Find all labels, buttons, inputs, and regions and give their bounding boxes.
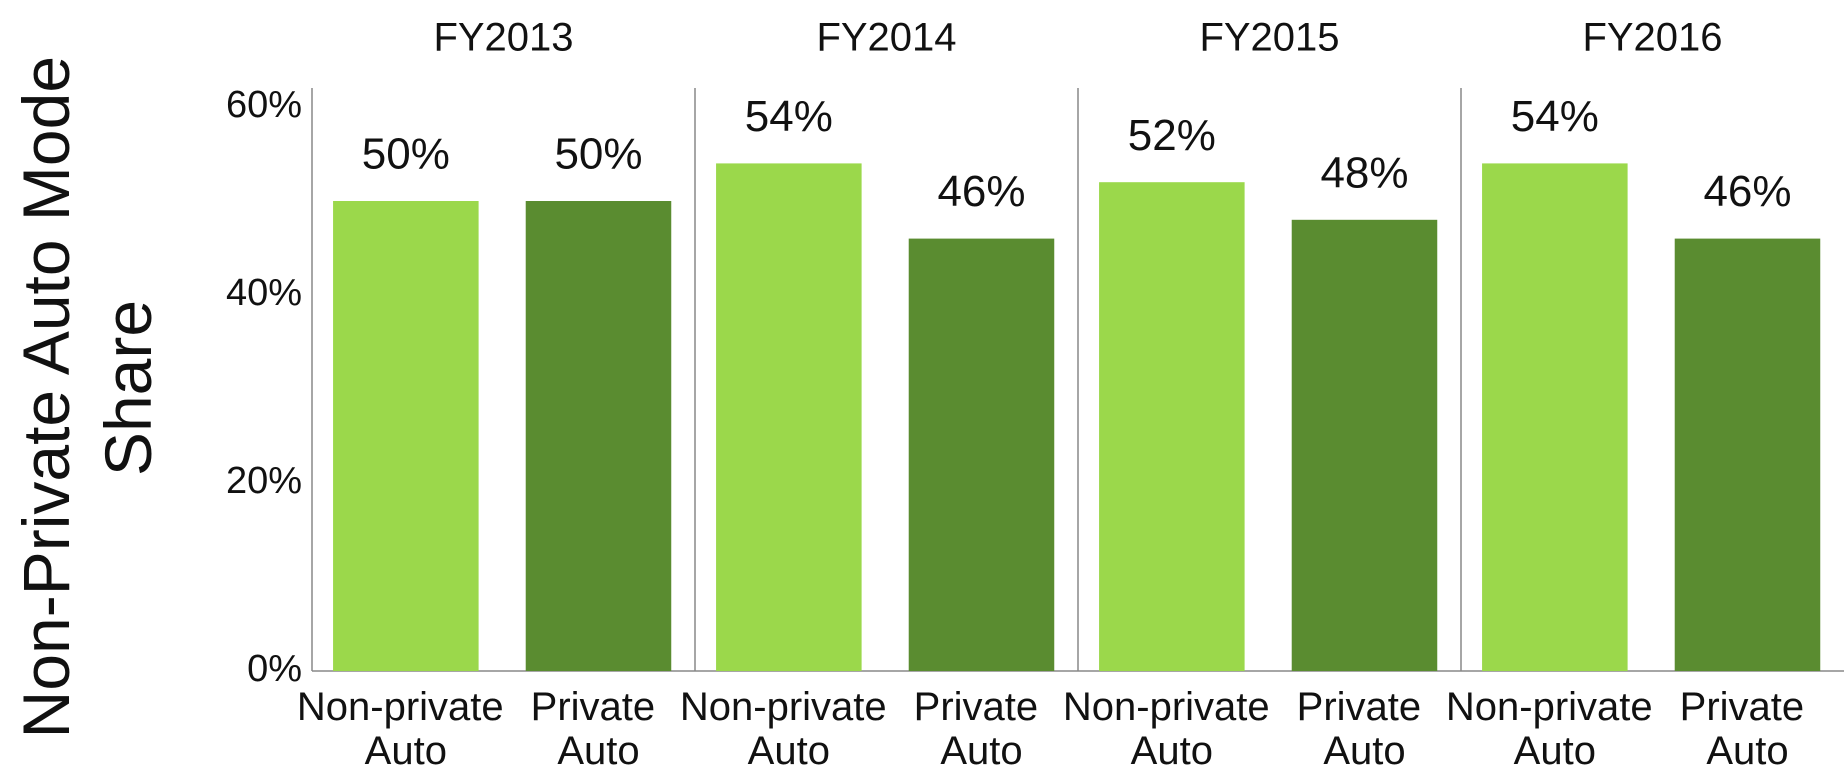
value-label: 50%	[362, 130, 450, 179]
y-tick-label: 40%	[226, 272, 302, 314]
bar	[333, 201, 479, 671]
x-tick-label: Private Auto	[914, 685, 1050, 773]
y-axis-title: Non-Private Auto Mode Share	[9, 38, 165, 739]
bar	[1674, 238, 1821, 671]
y-tick-label: 20%	[226, 460, 302, 502]
value-label: 54%	[1511, 92, 1599, 141]
value-label: 46%	[1703, 167, 1791, 216]
y-tick-label: 60%	[226, 84, 302, 126]
y-tick-label: 0%	[247, 648, 302, 690]
bar	[525, 201, 672, 671]
group-label: FY2016	[1582, 16, 1722, 60]
x-tick-label: Non-private Auto	[297, 685, 515, 773]
x-tick-label: Non-private Auto	[1063, 685, 1281, 773]
group-label: FY2015	[1199, 16, 1339, 60]
x-tick-label: Non-private Auto	[680, 685, 898, 773]
bar	[1291, 219, 1438, 672]
bar	[716, 163, 862, 671]
x-tick-label: Private Auto	[1297, 685, 1433, 773]
bar	[1099, 182, 1245, 671]
x-tick-label: Private Auto	[1680, 685, 1816, 773]
bar	[1482, 163, 1628, 671]
value-label: 52%	[1128, 111, 1216, 160]
group-label: FY2013	[433, 16, 573, 60]
x-tick-label: Non-private Auto	[1446, 685, 1664, 773]
group-label: FY2014	[816, 16, 956, 60]
value-label: 48%	[1320, 148, 1408, 197]
bar	[908, 238, 1055, 671]
value-label: 46%	[937, 167, 1025, 216]
value-label: 50%	[554, 130, 642, 179]
x-tick-label: Private Auto	[531, 685, 667, 773]
value-label: 54%	[745, 92, 833, 141]
